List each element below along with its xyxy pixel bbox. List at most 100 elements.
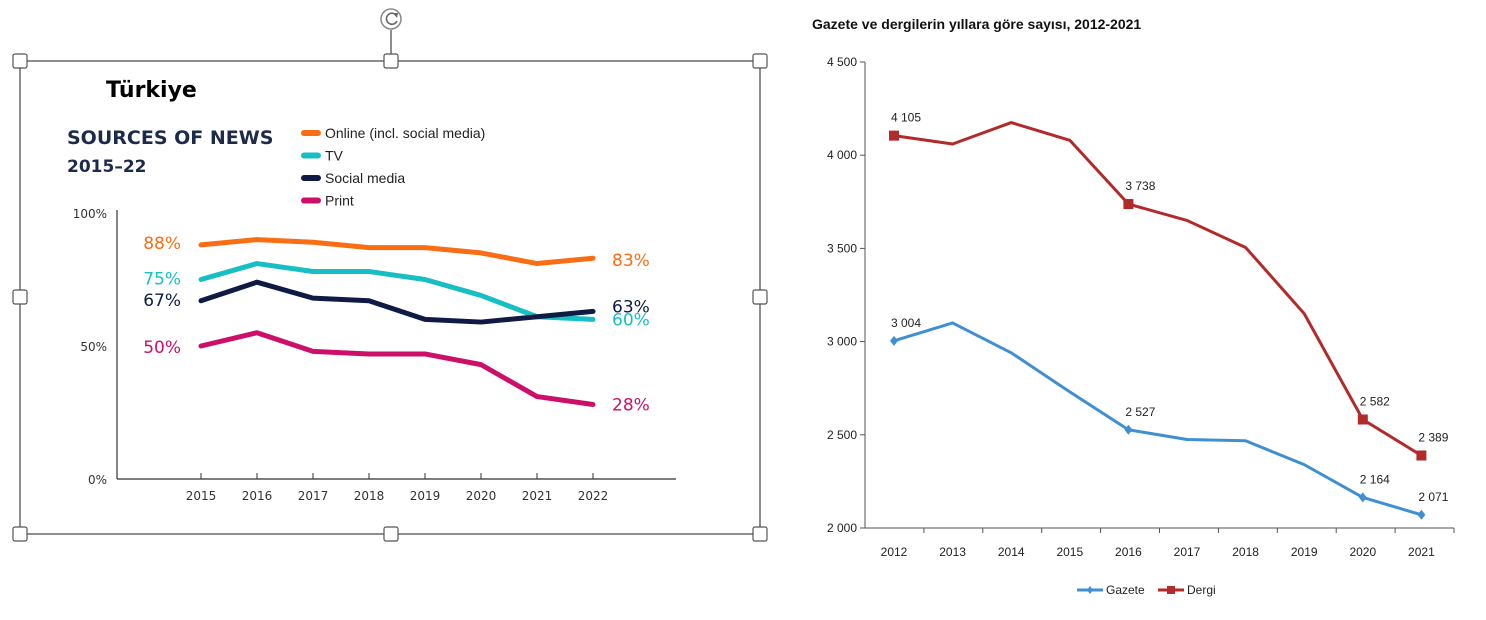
data-point-0 [480,252,482,254]
data-marker-1 [1416,450,1427,461]
data-marker-1 [889,130,899,141]
legend-label-3: Print [325,193,354,209]
start-value-label-1: 75% [143,270,181,290]
y-tick-label: 2 000 [827,521,857,535]
legend-marker-1 [1167,586,1175,594]
data-label-0: 2 164 [1360,472,1390,486]
data-point-0 [592,257,594,259]
start-value-label-0: 88% [143,234,181,254]
y-tick-label: 4 000 [827,148,857,162]
rotate-handle[interactable] [380,8,402,30]
end-value-label-0: 83% [612,251,650,271]
data-point-2 [200,300,202,302]
x-tick-label: 2012 [881,545,908,559]
x-tick-label: 2019 [1291,545,1318,559]
data-point-3 [536,396,538,398]
chart-title-right: Gazete ve dergilerin yıllara göre sayısı… [812,16,1141,32]
resize-handle-top-center[interactable] [383,53,399,69]
data-marker-0 [1417,509,1426,520]
data-point-1 [312,271,314,273]
data-point-2 [312,297,314,299]
resize-handle-top-right[interactable] [752,53,768,69]
data-marker-0 [1124,424,1133,435]
x-tick-label: 2016 [1115,545,1142,559]
data-point-0 [256,239,258,241]
series-line-0 [198,237,596,267]
axes: 0% 50% 100% 2015 2016 2017 2018 2019 2020 2021 202… [73,207,676,503]
end-value-label-3: 28% [612,396,650,416]
start-value-label-2: 67% [143,291,181,311]
data-label-0: 3 004 [891,316,921,330]
data-point-1 [592,318,594,320]
resize-handle-bottom-right[interactable] [752,526,768,542]
legend-marker-0 [1087,586,1093,594]
series-group: 88% 83% 75% 60% 67% 63% 50% 28% [143,234,650,416]
y-tick-label: 50% [80,340,107,354]
data-label-0: 2 527 [1125,405,1155,419]
data-point-0 [200,244,202,246]
data-marker-0 [890,335,898,346]
resize-handle-middle-right[interactable] [752,289,768,305]
legend-label-1: TV [325,148,344,164]
x-tick-label: 2020 [466,489,497,503]
y-tick-label: 100% [73,207,107,221]
x-tick-label: 2021 [522,489,553,503]
x-tick-label: 2022 [578,489,609,503]
x-tick-label: 2015 [1056,545,1083,559]
country-title: Türkiye [106,78,197,103]
data-label-1: 2 582 [1360,395,1390,409]
data-label-1: 4 105 [891,111,921,125]
data-label-1: 3 738 [1125,179,1155,193]
data-point-3 [312,350,314,352]
data-point-0 [368,247,370,249]
data-marker-1 [1357,414,1368,425]
y-tick-label: 3 500 [827,241,857,255]
x-tick-label: 2021 [1408,545,1435,559]
data-point-1 [424,279,426,280]
chart-title: SOURCES OF NEWS [67,127,273,149]
end-value-label-1: 60% [612,310,650,330]
data-point-0 [424,247,426,249]
x-tick-label: 2016 [242,489,273,503]
right-chart: Gazete ve dergilerin yıllara göre sayısı… [812,16,1455,597]
rotate-icon [385,12,398,26]
x-tick-label: 2020 [1349,545,1376,559]
data-point-3 [368,353,370,355]
data-point-3 [424,353,426,355]
x-tick-label: 2017 [1174,545,1201,559]
x-tick-label: 2017 [298,489,329,503]
series-group-right: 3 004 2 527 2 164 2 071 4 105 3 738 2 582 2 389 [889,111,1449,520]
end-value-label-2: 63% [612,297,650,317]
data-label-0: 2 071 [1418,490,1448,504]
series-line-1 [198,261,596,322]
series-line-3 [198,330,596,408]
data-point-2 [256,281,258,283]
resize-handle-bottom-center[interactable] [383,526,399,542]
selection-frame[interactable] [12,8,768,542]
data-point-3 [200,345,202,347]
left-chart: Türkiye SOURCES OF NEWS 2015–22 Online (… [67,78,676,503]
legend-label-1: Dergi [1187,583,1216,597]
data-marker-0 [1358,492,1367,503]
x-tick-label: 2015 [186,489,217,503]
data-point-2 [480,321,482,323]
resize-handle-middle-left[interactable] [12,289,28,305]
data-point-2 [424,318,426,320]
series-line-0 [893,321,1422,517]
resize-handle-top-left[interactable] [12,53,28,69]
x-tick-label: 2014 [998,545,1025,559]
data-point-1 [368,271,370,273]
data-point-1 [200,279,202,280]
data-point-3 [592,404,594,406]
x-tick-label: 2018 [1232,545,1259,559]
legend-right: Gazete Dergi [1077,583,1216,597]
legend: Online (incl. social media) TV Social medi… [301,125,485,209]
chart-subtitle: 2015–22 [67,157,146,177]
y-tick-label: 0% [88,473,107,487]
resize-handle-bottom-left[interactable] [12,526,28,542]
rotate-handle-circle[interactable] [380,8,402,30]
rotate-icon-arrow [393,13,398,18]
data-point-2 [368,300,370,302]
y-tick-label: 2 500 [827,428,857,442]
x-tick-label: 2013 [939,545,966,559]
